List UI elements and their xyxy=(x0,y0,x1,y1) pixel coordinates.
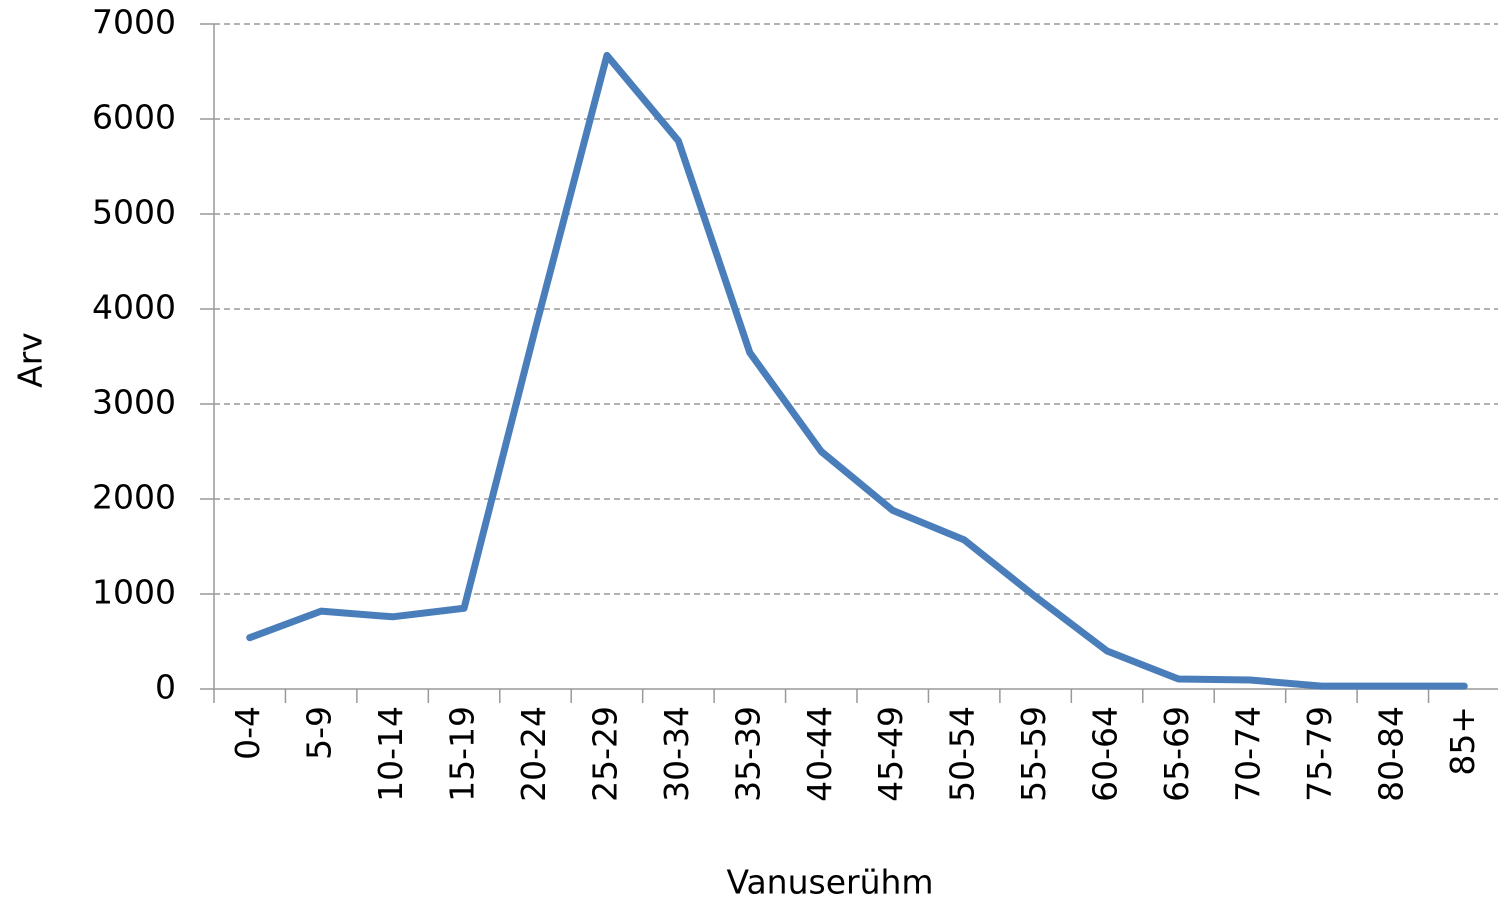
x-tick-label: 30-34 xyxy=(657,706,696,802)
x-tick-label: 0-4 xyxy=(228,706,267,760)
x-tick-label: 65-69 xyxy=(1157,706,1196,802)
x-tick-label: 25-29 xyxy=(585,706,624,802)
y-tick-label: 3000 xyxy=(92,383,176,422)
x-tick-label: 5-9 xyxy=(300,706,339,760)
x-tick-label: 55-59 xyxy=(1014,706,1053,802)
x-tick-label: 45-49 xyxy=(871,706,910,802)
y-tick-label: 4000 xyxy=(92,288,176,327)
x-axis-title: Vanuserühm xyxy=(726,863,933,902)
x-tick-label: 80-84 xyxy=(1371,706,1410,802)
x-tick-label: 70-74 xyxy=(1228,706,1267,802)
x-tick-label: 40-44 xyxy=(800,706,839,802)
y-tick-label: 7000 xyxy=(92,3,176,42)
y-tick-label: 5000 xyxy=(92,193,176,232)
y-axis-title: Arv xyxy=(11,332,50,388)
y-tick-label: 2000 xyxy=(92,478,176,517)
x-tick-label: 60-64 xyxy=(1086,706,1125,802)
x-tick-label: 85+ xyxy=(1443,706,1482,776)
y-tick-label: 6000 xyxy=(92,98,176,137)
x-tick-label: 20-24 xyxy=(514,706,553,802)
y-tick-label: 0 xyxy=(155,668,176,707)
x-tick-label: 50-54 xyxy=(943,706,982,802)
line-series xyxy=(246,51,1468,690)
x-tick-label: 35-39 xyxy=(728,706,767,802)
y-tick-label: 1000 xyxy=(92,573,176,612)
x-tick-label: 10-14 xyxy=(371,706,410,802)
x-tick-label: 75-79 xyxy=(1300,706,1339,802)
x-tick-label: 15-19 xyxy=(443,706,482,802)
